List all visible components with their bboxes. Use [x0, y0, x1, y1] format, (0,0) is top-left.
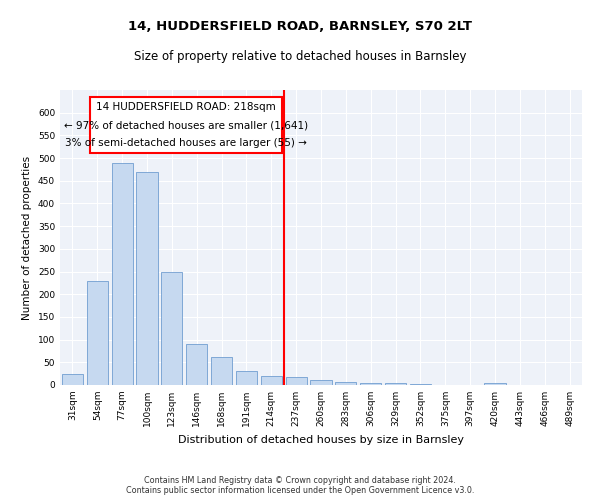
Bar: [211, 357, 232, 385]
Text: Size of property relative to detached houses in Barnsley: Size of property relative to detached ho…: [134, 50, 466, 63]
Bar: [236, 372, 257, 385]
Bar: [310, 380, 332, 385]
X-axis label: Distribution of detached houses by size in Barnsley: Distribution of detached houses by size …: [178, 434, 464, 444]
Bar: [360, 382, 381, 385]
Bar: [87, 280, 108, 385]
Bar: [186, 344, 207, 385]
Bar: [161, 272, 182, 385]
Bar: [112, 162, 133, 385]
Text: 14 HUDDERSFIELD ROAD: 218sqm: 14 HUDDERSFIELD ROAD: 218sqm: [96, 102, 276, 113]
Text: ← 97% of detached houses are smaller (1,641): ← 97% of detached houses are smaller (1,…: [64, 120, 308, 130]
Text: 14, HUDDERSFIELD ROAD, BARNSLEY, S70 2LT: 14, HUDDERSFIELD ROAD, BARNSLEY, S70 2LT: [128, 20, 472, 33]
Bar: [385, 382, 406, 385]
Bar: [286, 377, 307, 385]
Bar: [261, 376, 282, 385]
Text: 3% of semi-detached houses are larger (55) →: 3% of semi-detached houses are larger (5…: [65, 138, 307, 148]
Bar: [62, 374, 83, 385]
Bar: [484, 383, 506, 385]
Y-axis label: Number of detached properties: Number of detached properties: [22, 156, 32, 320]
Bar: [335, 382, 356, 385]
Bar: [90, 98, 283, 154]
Bar: [136, 172, 158, 385]
Bar: [410, 384, 431, 385]
Text: Contains HM Land Registry data © Crown copyright and database right 2024.
Contai: Contains HM Land Registry data © Crown c…: [126, 476, 474, 495]
